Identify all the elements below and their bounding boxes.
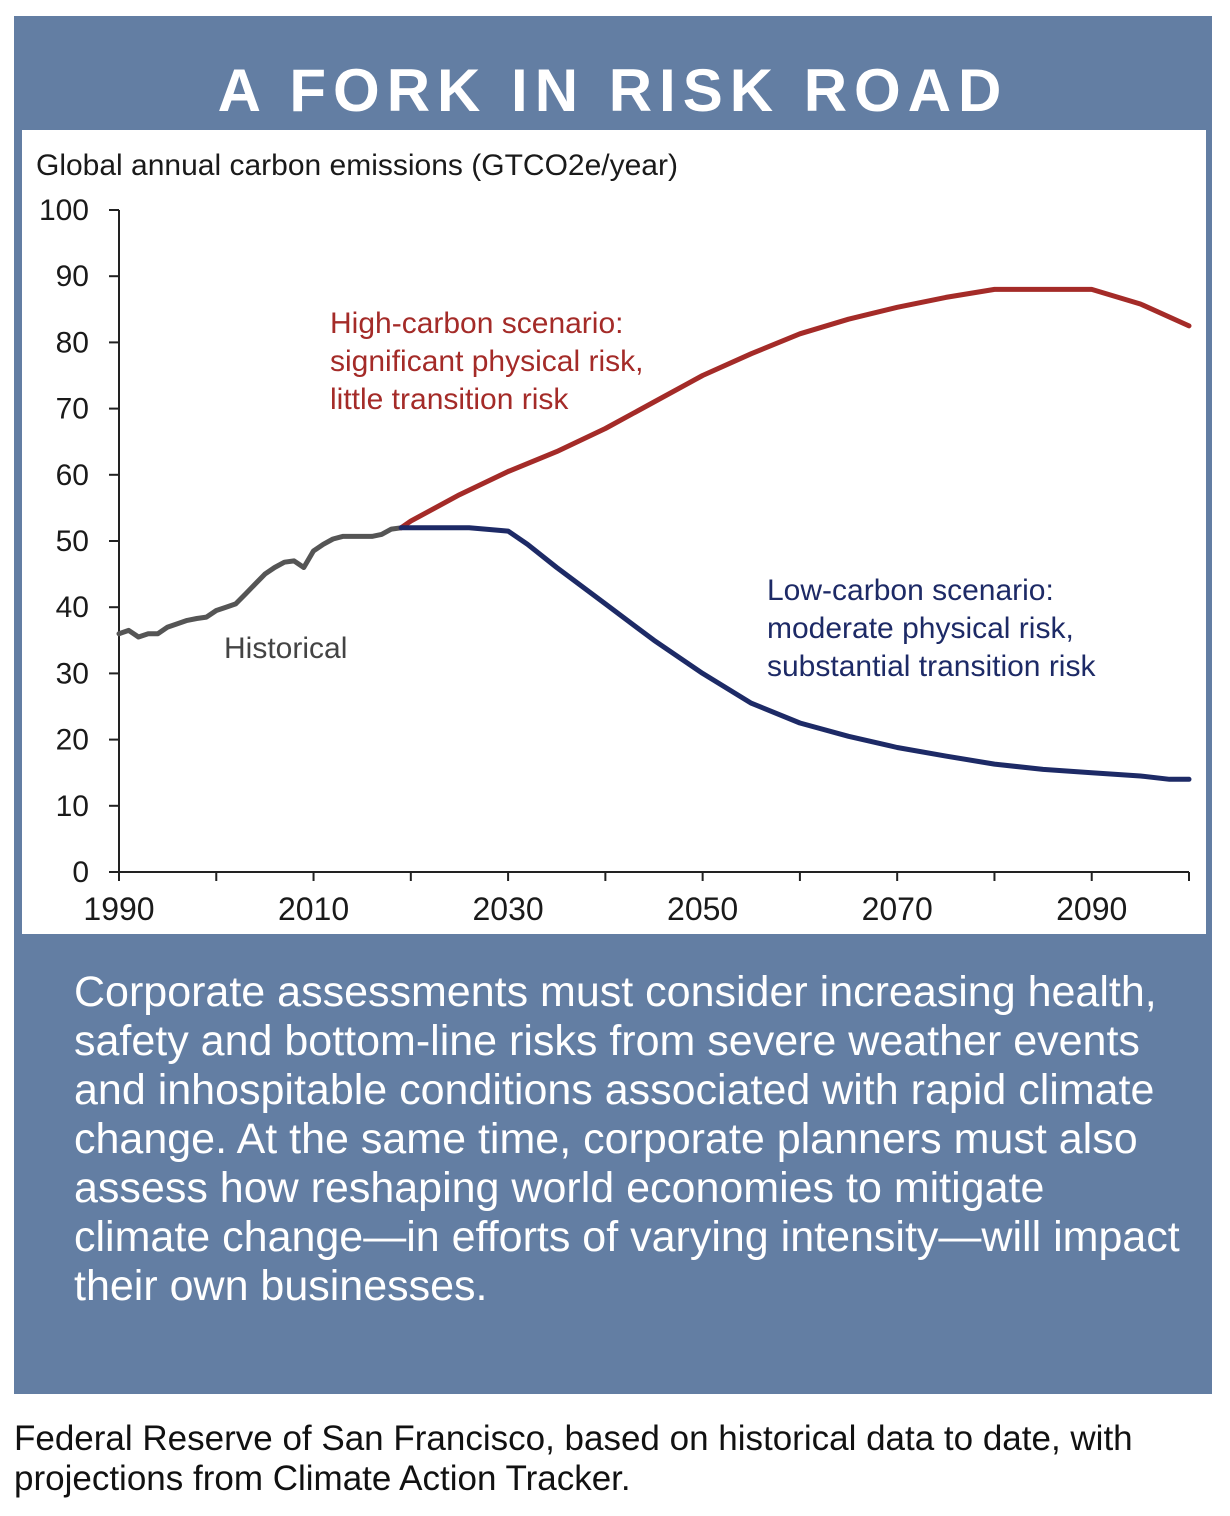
series-line-historical <box>116 525 404 640</box>
annotation-layer: High-carbon scenario: significant physica… <box>224 307 1096 683</box>
high-carbon-annotation-line: High-carbon scenario: <box>330 307 623 340</box>
y-tick-label: 90 <box>56 260 89 293</box>
series-layer <box>116 286 1192 782</box>
y-tick-label: 70 <box>56 393 89 426</box>
low-carbon-annotation-line: Low-carbon scenario: <box>767 574 1054 607</box>
x-tick-label: 2010 <box>278 891 349 927</box>
high-carbon-annotation-line: little transition risk <box>330 383 569 416</box>
page-title: A FORK IN RISK ROAD <box>217 57 1009 124</box>
source-note: Federal Reserve of San Francisco, based … <box>14 1419 1133 1498</box>
x-tick-label: 1990 <box>83 891 154 927</box>
series-line-high_carbon <box>398 286 1192 531</box>
x-tick-label: 2050 <box>667 891 738 927</box>
body-paragraph: Corporate assessments must consider incr… <box>74 968 1180 1310</box>
y-tick-label: 50 <box>56 525 89 558</box>
y-axis-label: Global annual carbon emissions (GTCO2e/y… <box>36 149 678 182</box>
y-tick-label: 100 <box>39 194 89 227</box>
y-tick-label: 20 <box>56 724 89 757</box>
series-line-low_carbon <box>398 525 1192 782</box>
y-tick-label: 60 <box>56 459 89 492</box>
y-tick-label: 10 <box>56 790 89 823</box>
x-tick-label: 2070 <box>862 891 933 927</box>
chart-area: Global annual carbon emissions (GTCO2e/y… <box>22 130 1206 934</box>
y-tick-label: 40 <box>56 591 89 624</box>
y-tick-label: 0 <box>72 856 89 889</box>
y-tick-label: 30 <box>56 657 89 690</box>
historical-annotation-line: Historical <box>224 632 347 665</box>
y-tick-label: 80 <box>56 326 89 359</box>
emissions-line-chart: Global annual carbon emissions (GTCO2e/y… <box>36 149 1192 927</box>
low-carbon-annotation-line: moderate physical risk, <box>767 612 1074 645</box>
low-carbon-annotation-line: substantial transition risk <box>767 650 1096 683</box>
x-tick-label: 2030 <box>472 891 543 927</box>
x-tick-label: 2090 <box>1056 891 1127 927</box>
high-carbon-annotation-line: significant physical risk, <box>330 345 643 378</box>
